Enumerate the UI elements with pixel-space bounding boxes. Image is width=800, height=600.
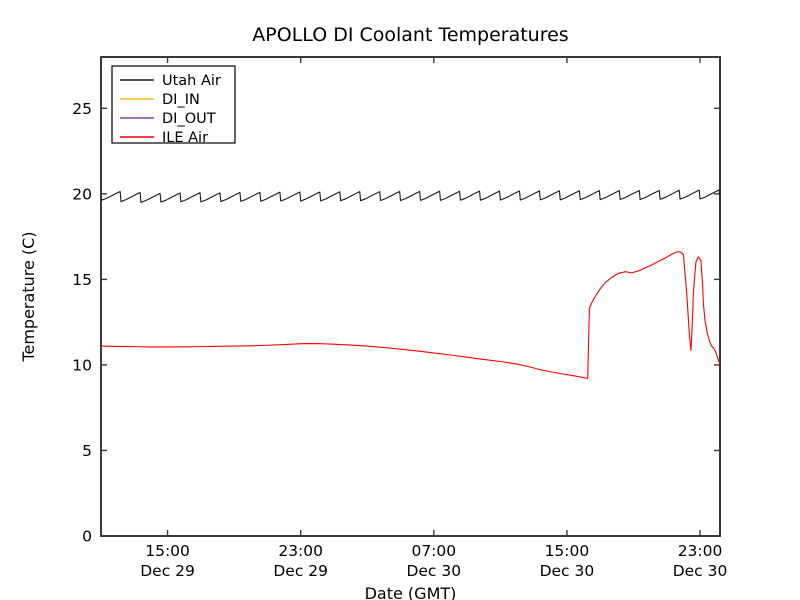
x-tick-label-date: Dec 30 (673, 562, 728, 580)
legend-label-di-out: DI_OUT (162, 111, 216, 127)
x-tick-label-time: 23:00 (678, 542, 723, 560)
legend-frame (111, 65, 236, 144)
x-tick-label-time: 07:00 (411, 542, 456, 560)
y-tick-label: 10 (72, 356, 92, 374)
x-axis-label: Date (GMT) (365, 584, 457, 600)
legend-label-ile-air: ILE Air (162, 130, 208, 146)
x-tick-label-date: Dec 30 (406, 562, 461, 580)
y-tick-label: 25 (72, 100, 92, 118)
y-tick-label: 20 (72, 185, 92, 203)
x-tick-label-date: Dec 29 (273, 562, 328, 580)
legend-label-di-in: DI_IN (162, 92, 200, 108)
y-tick-label: 0 (82, 528, 92, 546)
y-tick-label: 5 (82, 442, 92, 460)
x-tick-label-date: Dec 30 (540, 562, 595, 580)
series-line-ile-air (101, 251, 720, 380)
y-axis-label: Temperature (C) (19, 231, 38, 362)
y-tick-label: 15 (72, 271, 92, 289)
x-tick-label-time: 15:00 (145, 542, 190, 560)
x-axis: 15:00 Dec 29 23:00 Dec 29 07:00 Dec 30 15:00 De… (140, 57, 727, 580)
series-group (101, 189, 720, 380)
legend-label-utah-air: Utah Air (162, 73, 221, 89)
series-line-utah-air (101, 189, 720, 203)
y-axis: 0 5 10 15 20 25 (72, 100, 720, 546)
legend: Utah Air DI_IN DI_OUT ILE Air (111, 65, 236, 146)
chart-title: APOLLO DI Coolant Temperatures (252, 24, 568, 46)
x-tick-label-time: 15:00 (545, 542, 590, 560)
x-tick-label-date: Dec 29 (140, 562, 195, 580)
x-tick-label-time: 23:00 (278, 542, 323, 560)
